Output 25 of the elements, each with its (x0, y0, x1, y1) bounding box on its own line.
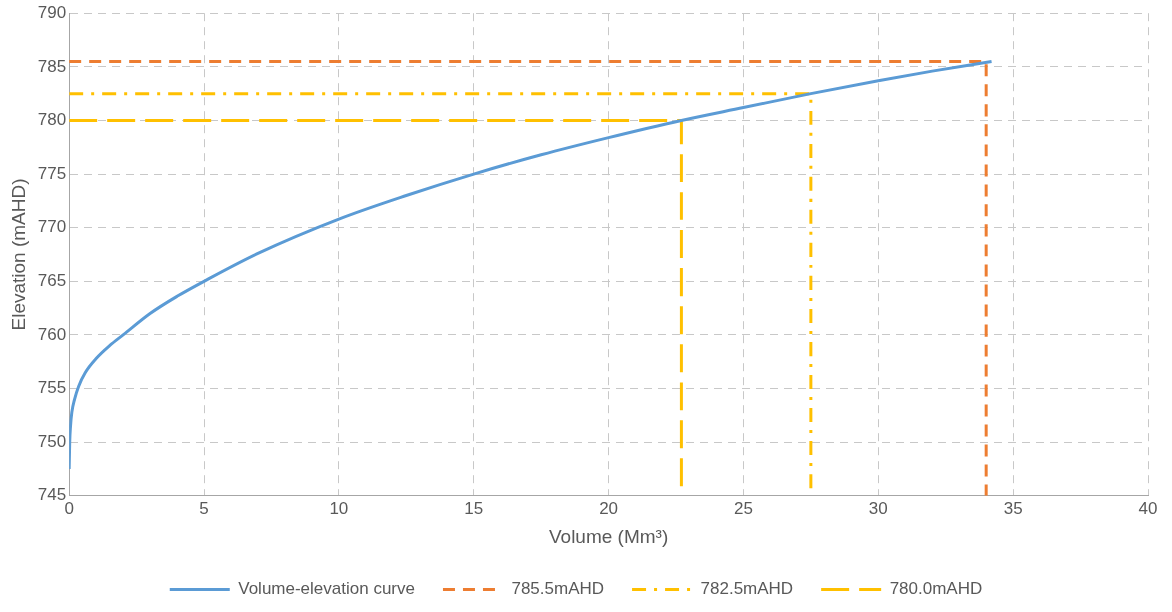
x-tick-label: 20 (599, 498, 619, 518)
y-tick-label: 760 (37, 324, 67, 344)
x-tick-label: 35 (1003, 498, 1023, 518)
legend-label: Volume-elevation curve (238, 579, 415, 599)
x-tick-label: 5 (199, 498, 209, 518)
legend-label: 785.5mAHD (511, 579, 605, 599)
y-tick-label: 750 (37, 431, 67, 451)
y-tick-label: 765 (37, 271, 67, 290)
x-tick-label: 0 (64, 498, 74, 518)
y-tick-label: 790 (37, 2, 67, 22)
y-tick-label: 770 (37, 217, 67, 237)
x-tick-label: 10 (329, 498, 349, 518)
x-tick-label: 40 (1138, 498, 1158, 518)
y-tick-label: 780 (37, 110, 67, 130)
y-axis-title: Elevation (mAHD) (7, 178, 29, 331)
legend-label: 782.5mAHD (700, 579, 794, 599)
y-tick-label: 775 (37, 163, 67, 183)
x-axis-title: Volume (Mm³) (548, 525, 669, 547)
y-tick-label: 785 (37, 56, 67, 76)
x-tick-label: 30 (868, 498, 888, 518)
y-tick-label: 755 (37, 378, 67, 398)
x-tick-label: 25 (733, 498, 753, 518)
x-tick-label: 15 (464, 498, 484, 518)
legend-label: 780.0mAHD (889, 579, 983, 599)
y-tick-label: 745 (37, 485, 67, 505)
